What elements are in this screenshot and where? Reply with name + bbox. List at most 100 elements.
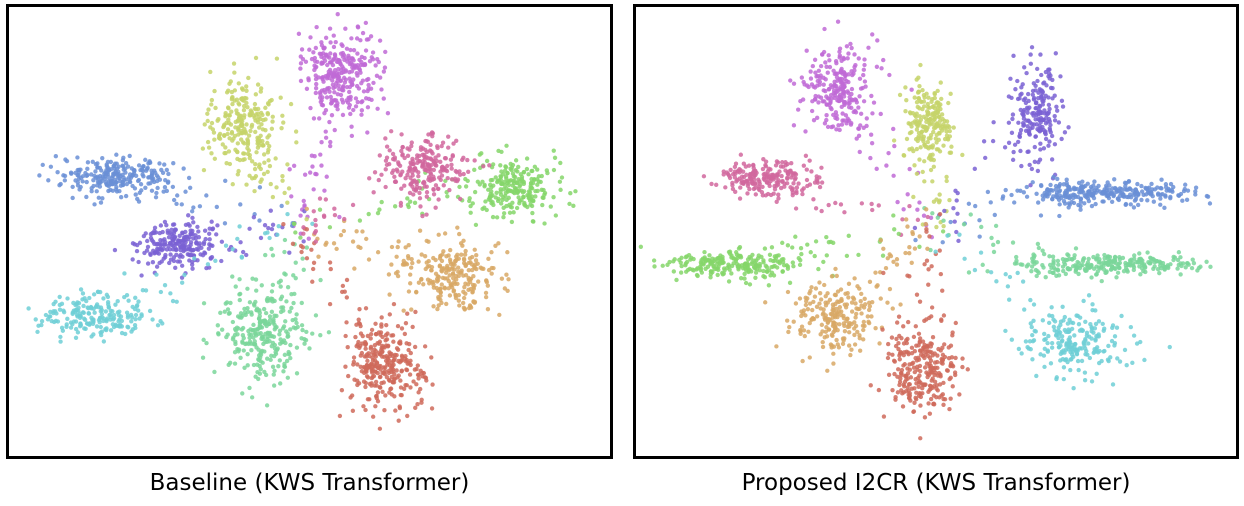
scatter-point	[255, 369, 260, 375]
scatter-point	[141, 164, 146, 169]
scatter-point	[61, 310, 67, 315]
scatter-point	[449, 162, 454, 167]
scatter-point	[809, 82, 815, 87]
scatter-point	[328, 266, 333, 272]
scatter-point	[522, 200, 527, 206]
scatter-point	[267, 317, 273, 323]
scatter-point	[1139, 183, 1144, 189]
scatter-point	[849, 300, 855, 305]
scatter-point	[325, 87, 330, 92]
scatter-point	[852, 332, 857, 338]
scatter-point	[733, 189, 738, 195]
scatter-point	[220, 142, 225, 147]
scatter-point	[280, 113, 285, 118]
scatter-point	[164, 247, 170, 252]
scatter-point	[414, 289, 419, 295]
scatter-point	[923, 144, 928, 149]
scatter-point	[439, 282, 444, 287]
scatter-point	[298, 235, 303, 240]
scatter-point	[222, 133, 227, 139]
scatter-point	[467, 256, 473, 261]
scatter-point	[702, 249, 707, 255]
scatter-point	[136, 299, 141, 304]
scatter-point	[89, 189, 94, 194]
scatter-point	[414, 181, 419, 187]
scatter-point	[1011, 53, 1016, 59]
scatter-point	[520, 190, 526, 195]
scatter-point	[236, 81, 241, 86]
scatter-point	[818, 297, 824, 302]
scatter-point	[846, 281, 852, 286]
scatter-point	[249, 159, 255, 164]
scatter-point	[1093, 190, 1098, 195]
scatter-point	[308, 35, 313, 40]
scatter-point	[928, 215, 934, 220]
scatter-point	[453, 293, 458, 298]
scatter-point	[332, 127, 337, 133]
scatter-point	[1191, 261, 1197, 266]
scatter-point	[133, 192, 138, 197]
scatter-point	[820, 312, 826, 317]
scatter-point	[1018, 107, 1023, 113]
scatter-point	[804, 167, 809, 172]
scatter-point	[431, 167, 437, 173]
scatter-point	[1143, 269, 1148, 275]
scatter-point	[1035, 241, 1041, 247]
scatter-point	[405, 153, 411, 158]
scatter-point	[957, 392, 962, 397]
scatter-point	[732, 169, 738, 174]
scatter-point	[839, 313, 844, 318]
scatter-point	[452, 267, 457, 272]
scatter-point	[501, 215, 506, 220]
scatter-point	[780, 178, 785, 184]
scatter-point	[848, 122, 854, 127]
scatter-point	[262, 231, 268, 236]
scatter-point	[394, 254, 399, 259]
scatter-point	[416, 390, 421, 395]
scatter-point	[389, 170, 395, 176]
scatter-point	[816, 100, 821, 105]
scatter-point	[895, 374, 900, 379]
scatter-point	[253, 374, 258, 379]
scatter-point	[313, 45, 319, 51]
scatter-point	[1030, 180, 1035, 185]
scatter-point	[147, 308, 153, 314]
scatter-point	[966, 201, 972, 206]
scatter-point	[355, 362, 360, 367]
scatter-point	[759, 254, 764, 260]
scatter-point	[257, 162, 262, 167]
scatter-point	[938, 348, 943, 353]
scatter-point	[513, 158, 519, 163]
scatter-point	[307, 47, 312, 52]
scatter-point	[762, 246, 768, 251]
scatter-point	[75, 300, 80, 305]
scatter-point	[267, 163, 273, 169]
scatter-point	[849, 86, 855, 92]
scatter-point	[293, 260, 298, 265]
scatter-point	[126, 175, 132, 180]
scatter-point	[435, 279, 440, 284]
scatter-point	[412, 367, 418, 372]
scatter-point	[551, 194, 556, 200]
scatter-point	[830, 333, 835, 338]
scatter-point	[1051, 174, 1056, 180]
scatter-point	[936, 200, 942, 205]
scatter-point	[139, 313, 144, 319]
scatter-point	[359, 54, 365, 60]
scatter-point	[461, 295, 467, 301]
scatter-point	[265, 169, 270, 175]
scatter-point	[450, 271, 456, 277]
scatter-point	[186, 213, 191, 218]
scatter-point	[1040, 262, 1045, 268]
scatter-point	[720, 257, 725, 262]
scatter-point	[1099, 278, 1104, 284]
scatter-point	[445, 163, 450, 169]
scatter-point	[989, 235, 994, 241]
scatter-point	[322, 188, 327, 193]
scatter-point	[808, 250, 813, 255]
scatter-point	[777, 169, 782, 174]
scatter-point	[1157, 270, 1162, 276]
scatter-point	[90, 317, 95, 322]
scatter-point	[503, 190, 509, 196]
scatter-point	[318, 333, 323, 338]
